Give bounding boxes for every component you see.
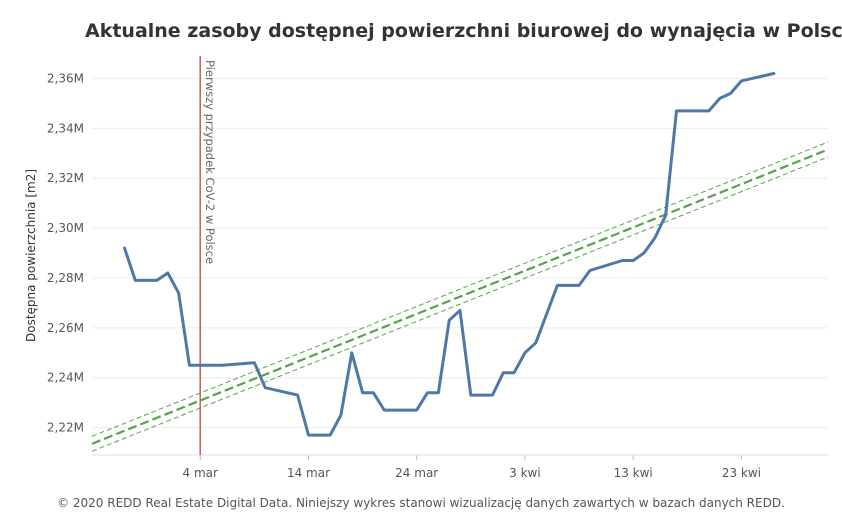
- x-tick-label: 13 kwi: [614, 466, 653, 480]
- y-tick-label: 2,32M: [47, 171, 84, 185]
- x-axis-ticks: 4 mar 14 mar 24 mar 3 kwi 13 kwi 23 kwi: [92, 454, 828, 480]
- y-tick-label: 2,36M: [47, 71, 84, 85]
- y-tick-label: 2,26M: [47, 321, 84, 335]
- trend-line-group: [91, 141, 829, 452]
- x-tick-label: 14 mar: [287, 466, 330, 480]
- x-tick-label: 24 mar: [395, 466, 438, 480]
- y-axis-ticks: 2,22M 2,24M 2,26M 2,28M 2,30M 2,32M 2,34M 2,36M: [47, 71, 84, 434]
- y-tick-label: 2,34M: [47, 121, 84, 135]
- series-group: [123, 72, 776, 437]
- trend-confidence-band: [91, 141, 829, 437]
- annotation-group: Pierwszy przypadek CoV-2 w Polsce: [199, 56, 217, 455]
- x-tick-label: 23 kwi: [722, 466, 761, 480]
- trend-line: [91, 148, 829, 445]
- y-tick-label: 2,24M: [47, 371, 84, 385]
- trend-confidence-band: [91, 156, 829, 452]
- series-line: [123, 72, 776, 437]
- x-tick-label: 3 kwi: [509, 466, 541, 480]
- annotation-label: Pierwszy przypadek CoV-2 w Polsce: [203, 60, 217, 264]
- x-tick-label: 4 mar: [183, 466, 218, 480]
- grid-lines: [92, 77, 828, 429]
- y-tick-label: 2,22M: [47, 421, 84, 435]
- y-tick-label: 2,28M: [47, 271, 84, 285]
- footer-copyright: © 2020 REDD Real Estate Digital Data. Ni…: [57, 496, 785, 510]
- y-axis-label: Dostępna powierzchnia [m2]: [24, 169, 38, 342]
- y-tick-label: 2,30M: [47, 221, 84, 235]
- chart-title: Aktualne zasoby dostępnej powierzchni bi…: [85, 20, 842, 42]
